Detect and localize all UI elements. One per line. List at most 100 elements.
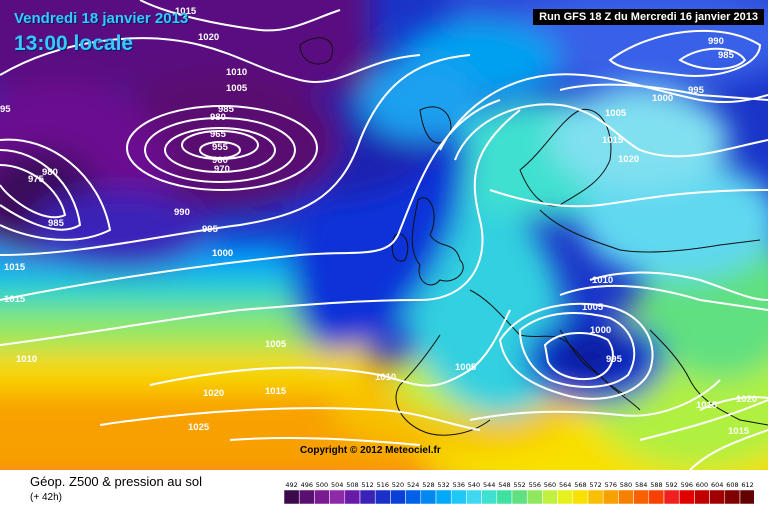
isobar-label: 965 xyxy=(210,129,227,140)
scale-label: 536 xyxy=(453,481,465,489)
isobar-label: 1010 xyxy=(16,354,37,365)
scale-swatch xyxy=(511,489,528,505)
scale-swatch xyxy=(633,489,650,505)
scale-swatch xyxy=(329,489,346,505)
scale-swatch xyxy=(648,489,665,505)
scale-label: 524 xyxy=(407,481,419,489)
scale-swatch xyxy=(314,489,330,505)
isobar-label: 1000 xyxy=(652,93,673,104)
scale-label: 576 xyxy=(605,481,617,489)
scale-swatch xyxy=(663,489,680,505)
scale-label: 560 xyxy=(544,481,556,489)
scale-label: 528 xyxy=(422,481,434,489)
scale-label: 504 xyxy=(331,481,343,489)
forecast-date: Vendredi 18 janvier 2013 xyxy=(14,10,189,27)
scale-label: 492 xyxy=(285,481,297,489)
isobar-label: 960 xyxy=(212,155,228,166)
scale-swatch xyxy=(298,489,315,505)
scale-swatch xyxy=(496,489,513,505)
scale-label: 496 xyxy=(301,481,313,489)
scale-label: 588 xyxy=(650,481,662,489)
color-scale: 492 496 500 504 508 512 516 520 524 528 532 536 540 5… xyxy=(284,481,754,505)
isobar-label: 1015 xyxy=(728,426,750,437)
scale-label: 572 xyxy=(589,481,601,489)
scale-swatch xyxy=(405,489,422,505)
isobar-label: 990 xyxy=(708,36,724,47)
scale-swatch xyxy=(694,489,710,505)
scale-swatch xyxy=(359,489,376,505)
copyright-text: Copyright © 2012 Meteociel.fr xyxy=(300,445,441,456)
isobar-label: 1020 xyxy=(736,394,757,405)
scale-label: 580 xyxy=(620,481,632,489)
isobar-label: 990 xyxy=(174,207,190,218)
scale-label: 568 xyxy=(574,481,586,489)
scale-label: 552 xyxy=(513,481,525,489)
isobar-label: 1015 xyxy=(4,294,26,305)
scale-swatch xyxy=(678,489,695,505)
isobar-label: 1005 xyxy=(455,362,477,373)
isobar-label: 955 xyxy=(212,142,229,153)
scale-swatch xyxy=(572,489,589,505)
scale-swatch xyxy=(390,489,406,505)
scale-swatch xyxy=(481,489,498,505)
scale-label: 520 xyxy=(392,481,404,489)
scale-label: 584 xyxy=(635,481,647,489)
scale-label: 544 xyxy=(483,481,495,489)
isobar-label: 995 xyxy=(606,354,623,365)
scale-swatch xyxy=(344,489,361,505)
scale-label: 564 xyxy=(559,481,571,489)
scale-swatch xyxy=(724,489,741,505)
isobar-label: 985 xyxy=(718,50,735,61)
scale-swatch xyxy=(420,489,437,505)
forecast-time: 13:00 locale xyxy=(14,32,134,55)
scale-swatch xyxy=(450,489,467,505)
scale-swatch xyxy=(435,489,452,505)
isobar-label: 1015 xyxy=(602,135,624,146)
map-title: Géop. Z500 & pression au sol xyxy=(30,474,202,489)
isobar-label: 1000 xyxy=(590,325,611,336)
geopotential-field xyxy=(0,0,768,470)
isobar-label: 975 xyxy=(28,174,45,185)
isobar-label: 1010 xyxy=(226,67,247,78)
scale-label: 604 xyxy=(711,481,723,489)
scale-label: 600 xyxy=(696,481,708,489)
scale-label: 548 xyxy=(498,481,510,489)
isobar-label: 1025 xyxy=(188,422,210,433)
scale-swatch xyxy=(557,489,574,505)
scale-swatch xyxy=(587,489,604,505)
run-info: Run GFS 18 Z du Mercredi 16 janvier 2013 xyxy=(533,9,764,25)
isobar-label: 980 xyxy=(210,112,226,123)
scale-label: 556 xyxy=(529,481,541,489)
scale-swatch xyxy=(374,489,391,505)
isobar-label: 985 xyxy=(48,218,65,229)
isobar-label: 1015 xyxy=(696,400,718,411)
scale-swatch xyxy=(284,489,300,505)
isobar-label: 95 xyxy=(0,104,11,115)
scale-label: 540 xyxy=(468,481,480,489)
scale-swatch xyxy=(542,489,558,505)
isobar-label: 980 xyxy=(42,167,58,178)
scale-swatch xyxy=(526,489,543,505)
isobar-label: 1010 xyxy=(375,372,396,383)
isobar-label: 1005 xyxy=(582,302,604,313)
isobar-label: 1010 xyxy=(592,275,613,286)
scale-label: 532 xyxy=(437,481,449,489)
scale-label: 596 xyxy=(681,481,693,489)
geopotential-pressure-map: 1015 1020 1010 1005 985 980 965 955 960 … xyxy=(0,0,768,470)
isobar-label: 1020 xyxy=(198,32,219,43)
isobar-label: 1005 xyxy=(605,108,627,119)
scale-swatch xyxy=(739,489,754,505)
scale-label: 508 xyxy=(346,481,358,489)
scale-swatch xyxy=(602,489,619,505)
scale-label: 500 xyxy=(316,481,328,489)
isobar-labels: 1015 1020 1010 1005 985 980 965 955 960 … xyxy=(0,6,757,437)
isobar-label: 1015 xyxy=(4,262,26,273)
isobar-label: 1000 xyxy=(212,248,233,259)
isobar-label: 985 xyxy=(218,104,235,115)
scale-label: 592 xyxy=(665,481,677,489)
isobar-label: 1005 xyxy=(265,339,287,350)
scale-swatch xyxy=(466,489,482,505)
isobar-label: 995 xyxy=(202,224,219,235)
scale-swatch xyxy=(709,489,726,505)
